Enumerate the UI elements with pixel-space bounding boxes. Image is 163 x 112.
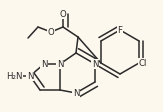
Text: H₂N: H₂N [6, 71, 22, 81]
Text: N: N [57, 59, 63, 69]
Text: Cl: Cl [139, 58, 147, 68]
Text: O: O [60, 10, 66, 18]
Text: N: N [73, 88, 79, 98]
Text: N: N [27, 71, 33, 81]
Text: O: O [48, 28, 54, 37]
Text: N: N [41, 59, 47, 69]
Text: N: N [92, 59, 98, 69]
Text: F: F [118, 26, 123, 34]
